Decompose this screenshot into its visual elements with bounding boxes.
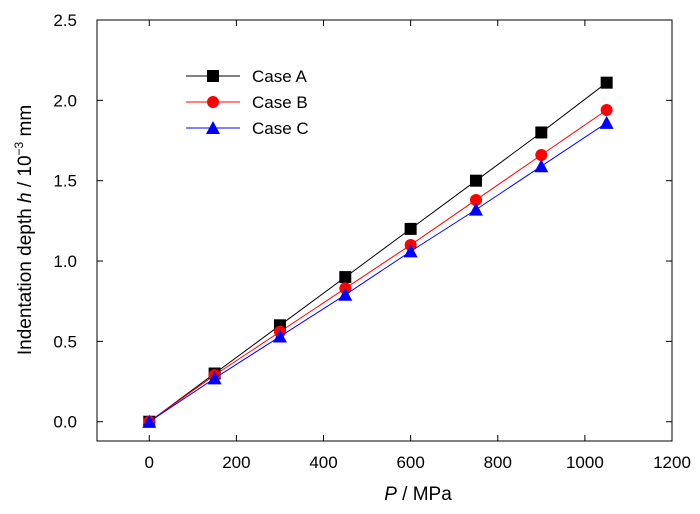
series-case-c [142, 115, 614, 428]
x-tick-label: 200 [222, 453, 250, 472]
legend-label: Case A [252, 67, 307, 86]
legend-marker [207, 70, 219, 82]
x-tick-label: 600 [396, 453, 424, 472]
data-point [599, 115, 614, 129]
legend: Case A Case B Case C [186, 67, 309, 138]
data-point [468, 202, 483, 216]
data-point [207, 371, 222, 385]
data-point [534, 159, 549, 173]
data-point [469, 174, 482, 187]
series-line [148, 109, 607, 423]
x-axis-title: P / MPa [384, 484, 452, 505]
data-point [600, 103, 613, 116]
data-point [535, 126, 548, 139]
data-point [600, 76, 613, 89]
data-point [339, 271, 352, 284]
data-point [403, 244, 418, 258]
x-tick-label: 400 [309, 453, 337, 472]
y-axis-title: Indentation depth h / 10−3 mm [12, 105, 36, 355]
y-tick-label: 2.5 [53, 11, 77, 30]
legend-label: Case C [252, 119, 309, 138]
y-tick-label: 0.0 [53, 413, 77, 432]
data-point [535, 148, 548, 161]
data-point [469, 193, 482, 206]
legend-marker [206, 121, 220, 134]
series-line [148, 82, 607, 423]
data-point [404, 222, 417, 235]
series-line [148, 122, 607, 423]
x-tick-label: 0 [145, 453, 154, 472]
legend-label: Case B [252, 93, 308, 112]
y-tick-label: 1.5 [53, 172, 77, 191]
x-tick-label: 800 [484, 453, 512, 472]
legend-marker [207, 96, 219, 108]
x-tick-label: 1000 [566, 453, 604, 472]
data-point [142, 414, 157, 428]
x-tick-label: 1200 [653, 453, 691, 472]
y-tick-label: 2.0 [53, 91, 77, 110]
series-layer [142, 76, 614, 428]
data-point [338, 287, 353, 301]
data-point [272, 329, 287, 343]
y-tick-label: 1.0 [53, 252, 77, 271]
plot-frame [96, 19, 673, 442]
plot-area: 0 200 400 600 800 1000 1200 0.0 0.5 1.0 1.5 2.0 2.5 [53, 11, 691, 472]
y-tick-label: 0.5 [53, 332, 77, 351]
